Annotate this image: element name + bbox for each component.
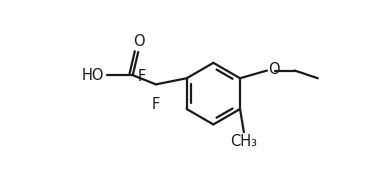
Text: F: F [152, 97, 160, 112]
Text: O: O [268, 62, 280, 77]
Text: O: O [133, 34, 145, 49]
Text: CH₃: CH₃ [230, 135, 257, 150]
Text: HO: HO [82, 68, 104, 83]
Text: F: F [138, 69, 146, 84]
